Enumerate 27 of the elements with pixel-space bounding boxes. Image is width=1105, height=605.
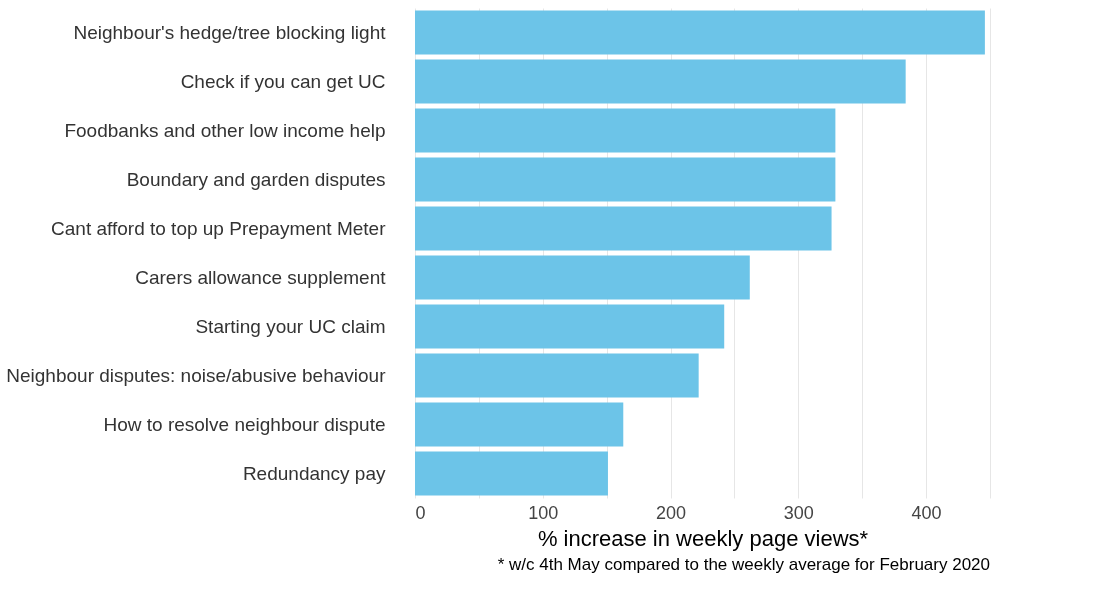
- y-tick-label: Cant afford to top up Prepayment Meter: [51, 217, 387, 239]
- y-tick-label: Neighbour disputes: noise/abusive behaviour: [6, 364, 387, 386]
- x-tick-label: 300: [783, 502, 814, 523]
- bar: [415, 255, 750, 300]
- y-tick-label: Starting your UC claim: [195, 315, 386, 337]
- bar: [415, 206, 832, 251]
- bar: [415, 304, 725, 349]
- bar: [415, 108, 836, 153]
- x-axis-title: % increase in weekly page views*: [537, 525, 869, 551]
- y-tick-label: Boundary and garden disputes: [126, 168, 386, 190]
- y-tick-label: Carers allowance supplement: [135, 266, 387, 288]
- bar: [415, 402, 624, 447]
- x-tick-label: 100: [528, 502, 559, 523]
- y-tick-label: Redundancy pay: [242, 462, 386, 484]
- text: * w/c 4th May compared to the weekly average for February 2020: [497, 555, 990, 574]
- y-tick-label: Check if you can get UC: [180, 70, 386, 92]
- bar: [415, 10, 985, 55]
- y-tick-label: Neighbour's hedge/tree blocking light: [73, 21, 387, 43]
- x-tick-label: 200: [656, 502, 687, 523]
- x-tick-label: 0: [415, 502, 426, 523]
- bar: [415, 451, 608, 496]
- y-tick-label: Foodbanks and other low income help: [64, 119, 386, 141]
- x-tick-label: 400: [911, 502, 942, 523]
- bar: [415, 157, 836, 202]
- bar: [415, 353, 699, 398]
- bar: [415, 59, 906, 104]
- y-tick-label: How to resolve neighbour dispute: [103, 413, 386, 435]
